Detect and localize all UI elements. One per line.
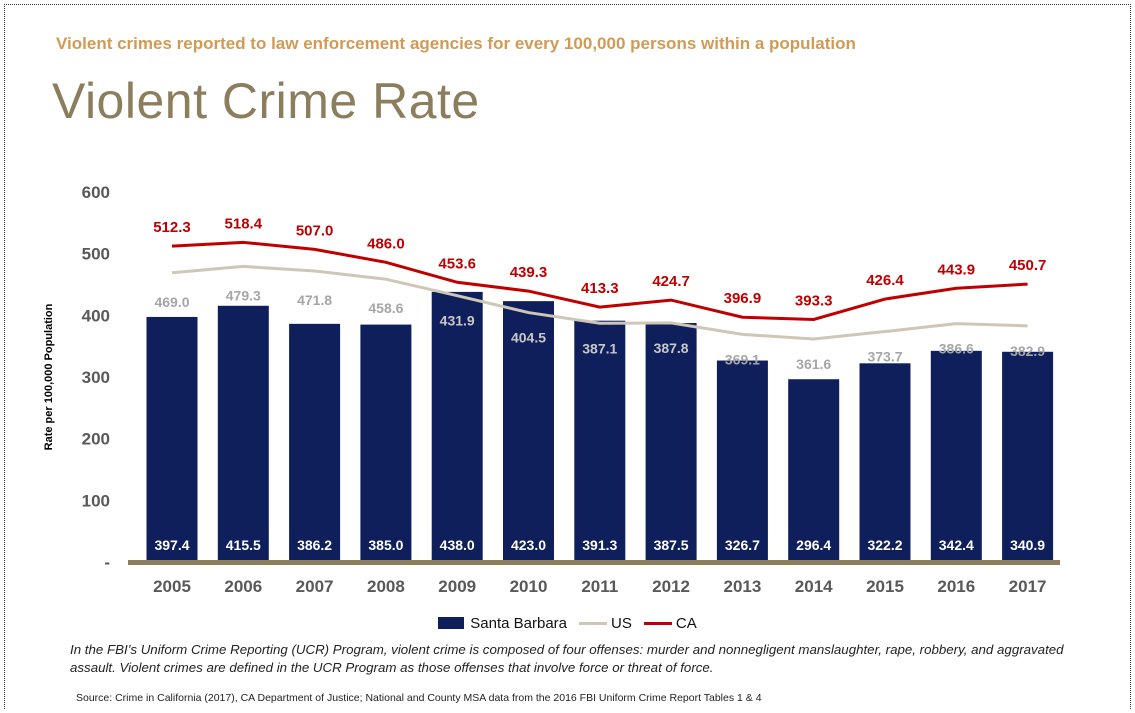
x-tick-label-2009: 2009 bbox=[438, 577, 476, 596]
bar-value-label: 415.5 bbox=[226, 537, 261, 553]
us-value-label: 431.9 bbox=[440, 313, 475, 329]
bar-value-label: 386.2 bbox=[297, 537, 332, 553]
source-note: Source: Crime in California (2017), CA D… bbox=[76, 692, 762, 704]
bar-santa-barbara-2005 bbox=[146, 316, 198, 562]
chart-frame bbox=[4, 4, 1131, 709]
y-tick-label: 200 bbox=[82, 430, 110, 449]
x-tick-label-2012: 2012 bbox=[652, 577, 690, 596]
legend-item-santa-barbara: Santa Barbara bbox=[438, 615, 567, 632]
legend-item-ca: CA bbox=[643, 614, 697, 632]
y-tick-label: 100 bbox=[82, 491, 110, 510]
bar-value-label: 326.7 bbox=[725, 537, 760, 553]
x-tick-label-2008: 2008 bbox=[367, 577, 405, 596]
bar-value-label: 391.3 bbox=[582, 537, 617, 553]
us-value-label: 361.6 bbox=[796, 356, 831, 372]
chart-legend: Santa Barbara US CA bbox=[0, 612, 1135, 634]
us-value-label: 458.6 bbox=[368, 300, 403, 316]
bar-value-label: 340.9 bbox=[1010, 537, 1045, 553]
chart-title: Violent Crime Rate bbox=[52, 73, 480, 129]
y-tick-label: 400 bbox=[82, 306, 110, 325]
legend-swatch-santa-barbara bbox=[438, 617, 465, 629]
ca-value-label: 396.9 bbox=[724, 290, 762, 307]
bar-value-label: 385.0 bbox=[368, 537, 403, 553]
x-tick-label-2014: 2014 bbox=[795, 577, 833, 596]
ca-value-label: 439.3 bbox=[510, 264, 548, 281]
us-value-label: 373.7 bbox=[867, 349, 902, 365]
x-tick-label-2005: 2005 bbox=[153, 577, 191, 596]
x-tick-label-2017: 2017 bbox=[1009, 577, 1047, 596]
bar-santa-barbara-2010 bbox=[503, 301, 554, 562]
legend-swatch-ca bbox=[643, 621, 672, 625]
legend-label-santa-barbara: Santa Barbara bbox=[470, 614, 568, 632]
us-value-label: 479.3 bbox=[226, 287, 261, 303]
ca-value-label: 453.6 bbox=[438, 255, 476, 272]
bar-value-label: 387.5 bbox=[654, 537, 689, 553]
bar-santa-barbara-2014 bbox=[788, 379, 840, 562]
ca-value-label: 512.3 bbox=[153, 219, 191, 236]
ca-value-label: 486.0 bbox=[367, 235, 405, 252]
line-ca bbox=[171, 240, 1028, 321]
us-value-label: 386.6 bbox=[939, 341, 974, 357]
bar-santa-barbara-2016 bbox=[930, 350, 982, 562]
legend-swatch-us bbox=[579, 621, 608, 625]
us-value-label: 382.9 bbox=[1010, 343, 1045, 359]
x-tick-label-2007: 2007 bbox=[296, 577, 334, 596]
us-value-label: 469.0 bbox=[154, 294, 189, 310]
x-tick-label-2013: 2013 bbox=[723, 577, 761, 596]
violent-crime-rate-chart: - 100 200 300 400 500 600 Rate per 100,000 Popu… bbox=[43, 183, 1060, 596]
ca-value-label: 413.3 bbox=[581, 280, 619, 297]
x-axis-line bbox=[128, 560, 1060, 565]
chart-subtitle: Violent crimes reported to law enforceme… bbox=[56, 34, 856, 53]
ca-value-label: 443.9 bbox=[938, 261, 976, 278]
x-tick-label-2016: 2016 bbox=[937, 577, 975, 596]
legend-item-us: US bbox=[579, 615, 632, 632]
legend-label-ca: CA bbox=[675, 614, 697, 632]
ca-value-label: 450.7 bbox=[1009, 257, 1047, 274]
bar-santa-barbara-2012 bbox=[645, 323, 697, 562]
bar-value-label: 296.4 bbox=[796, 537, 831, 553]
us-value-label: 471.8 bbox=[297, 292, 332, 308]
us-value-label: 369.1 bbox=[725, 351, 760, 367]
bar-santa-barbara-2013 bbox=[716, 360, 768, 562]
y-axis-title: Rate per 100,000 Population bbox=[43, 303, 55, 450]
bar-value-label: 423.0 bbox=[511, 537, 546, 553]
y-tick-label: 500 bbox=[82, 245, 110, 264]
y-tick-label: - bbox=[104, 553, 110, 572]
x-tick-label-2006: 2006 bbox=[224, 577, 262, 596]
ca-value-label: 426.4 bbox=[866, 272, 904, 289]
bar-santa-barbara-2009 bbox=[431, 291, 483, 562]
x-tick-label-2015: 2015 bbox=[866, 577, 904, 596]
bar-santa-barbara-2007 bbox=[289, 323, 341, 562]
x-tick-label-2010: 2010 bbox=[510, 577, 548, 596]
bar-santa-barbara-2015 bbox=[859, 363, 911, 562]
ca-value-label: 393.3 bbox=[795, 292, 833, 309]
bar-value-label: 438.0 bbox=[440, 537, 475, 553]
y-tick-label: 300 bbox=[82, 368, 110, 387]
legend-label-us: US bbox=[611, 614, 632, 632]
y-tick-label: 600 bbox=[82, 183, 110, 202]
ca-value-label: 518.4 bbox=[225, 215, 263, 232]
us-value-label: 404.5 bbox=[511, 330, 546, 346]
bar-santa-barbara-2006 bbox=[217, 305, 269, 562]
ca-value-label: 507.0 bbox=[296, 222, 334, 239]
ucr-footnote: In the FBI’s Uniform Crime Reporting (UC… bbox=[70, 642, 1064, 675]
line-us bbox=[171, 264, 1028, 341]
us-value-label: 387.8 bbox=[654, 340, 689, 356]
us-value-label: 387.1 bbox=[582, 340, 617, 356]
bar-value-label: 342.4 bbox=[939, 537, 974, 553]
bar-value-label: 322.2 bbox=[867, 537, 902, 553]
ca-value-label: 424.7 bbox=[652, 273, 690, 290]
bar-santa-barbara-2017 bbox=[1002, 351, 1054, 562]
bar-value-label: 397.4 bbox=[154, 537, 189, 553]
bar-santa-barbara-2011 bbox=[574, 320, 626, 562]
x-tick-label-2011: 2011 bbox=[581, 577, 618, 596]
bar-santa-barbara-2008 bbox=[360, 324, 412, 562]
